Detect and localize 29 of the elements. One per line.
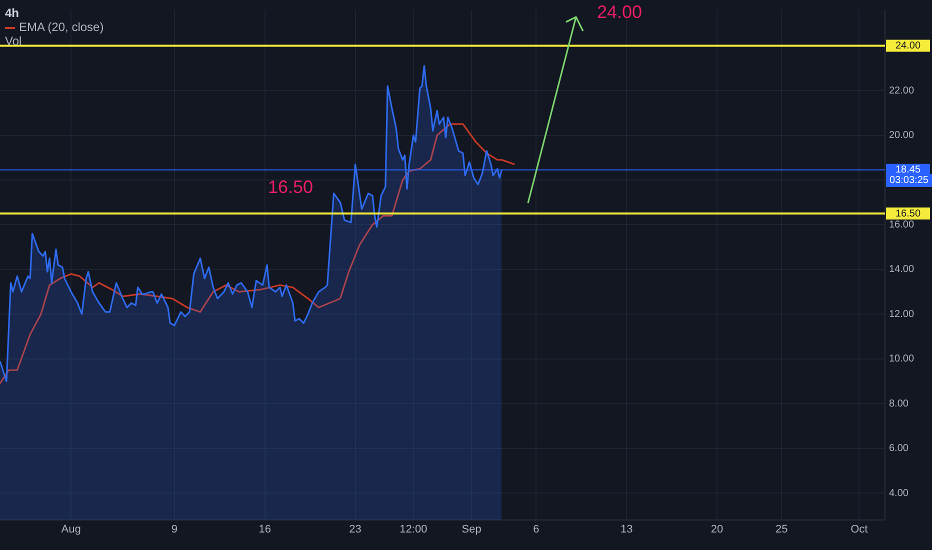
- chart-title: 4h: [5, 6, 20, 20]
- x-tick-label: 25: [776, 524, 788, 536]
- text: 03:03:25: [886, 174, 932, 187]
- x-tick-label: 20: [710, 524, 724, 536]
- x-tick-label: 12:00: [400, 524, 428, 536]
- x-tick-label: Aug: [61, 524, 81, 536]
- y-tick-label: 16.00: [889, 219, 914, 230]
- y-tick-label: 6.00: [889, 443, 909, 454]
- x-tick-label: 9: [171, 524, 178, 536]
- x-tick-label: 16: [258, 524, 271, 536]
- x-tick-label: 13: [620, 524, 633, 536]
- ref-line-label: 16.50: [895, 208, 921, 220]
- y-tick-label: 4.00: [889, 488, 909, 499]
- ref-line-label: 24.00: [895, 40, 921, 52]
- annotation: Vol: [5, 34, 23, 48]
- y-tick-label: 12.00: [889, 308, 914, 320]
- annotation: 24.00: [597, 2, 642, 23]
- y-tick-label: 8.00: [889, 398, 909, 410]
- y-tick-label: 20.00: [889, 130, 914, 142]
- x-tick-label: 6: [533, 524, 540, 536]
- legend-label: EMA (20, close): [18, 20, 104, 34]
- x-tick-label: Oct: [850, 524, 868, 536]
- y-tick-label: 14.00: [889, 264, 914, 276]
- y-tick-label: 10.00: [889, 354, 914, 365]
- x-tick-label: Sep: [462, 524, 482, 536]
- y-tick-label: 22.00: [889, 85, 914, 96]
- ref-line-label: 18.45: [895, 164, 921, 176]
- x-tick-label: 23: [349, 524, 362, 536]
- annotation: 16.50: [268, 177, 314, 198]
